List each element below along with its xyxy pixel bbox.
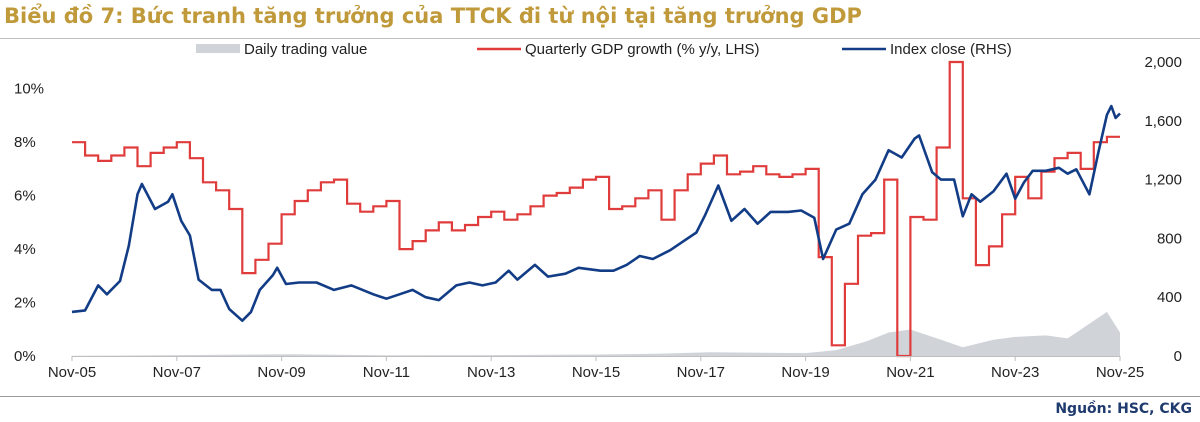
legend-label: Index close (RHS) bbox=[890, 41, 1012, 58]
chart-title: Biểu đồ 7: Bức tranh tăng trưởng của TTC… bbox=[4, 4, 862, 28]
x-tick-label: Nov-23 bbox=[991, 364, 1039, 381]
y-right-tick-label: 1,600 bbox=[1144, 113, 1182, 130]
x-tick-label: Nov-21 bbox=[886, 364, 934, 381]
x-tick-label: Nov-17 bbox=[677, 364, 725, 381]
x-tick-label: Nov-09 bbox=[257, 364, 305, 381]
series-daily-trading-value-area bbox=[72, 311, 1120, 356]
x-tick-label: Nov-13 bbox=[467, 364, 515, 381]
x-tick-label: Nov-15 bbox=[572, 364, 620, 381]
legend-label: Daily trading value bbox=[244, 41, 367, 58]
legend-swatch bbox=[196, 44, 240, 53]
y-right-tick-label: 400 bbox=[1157, 289, 1182, 306]
series-gdp-growth-line bbox=[72, 60, 1120, 358]
y-right-tick-label: 1,200 bbox=[1144, 172, 1182, 189]
x-tick-label: Nov-07 bbox=[153, 364, 201, 381]
y-right-tick-label: 0 bbox=[1174, 348, 1182, 365]
y-left-tick-label: 0% bbox=[14, 348, 36, 365]
x-tick-label: Nov-19 bbox=[781, 364, 829, 381]
legend-item: Quarterly GDP growth (% y/y, LHS) bbox=[477, 41, 760, 58]
x-tick-label: Nov-05 bbox=[48, 364, 96, 381]
legend: Daily trading value Quarterly GDP growth … bbox=[196, 41, 1012, 58]
volume-area-layer bbox=[72, 311, 1120, 356]
gdp-line-layer bbox=[72, 60, 1120, 358]
y-left-tick-label: 2% bbox=[14, 295, 36, 312]
series-index-close-line bbox=[71, 104, 1121, 322]
y-left-tick-label: 10% bbox=[14, 81, 44, 98]
x-tick-label: Nov-25 bbox=[1096, 364, 1144, 381]
source-note: Nguồn: HSC, CKG bbox=[1055, 401, 1192, 417]
axes: 0% 2% 4% 6% 8% 10% 0 400 800 1,200 1,600 2,000 Nov-0… bbox=[14, 54, 1182, 381]
x-tick-label: Nov-11 bbox=[363, 364, 410, 381]
y-right-tick-label: 800 bbox=[1157, 230, 1182, 247]
index-line-layer bbox=[71, 104, 1121, 322]
legend-item: Index close (RHS) bbox=[842, 41, 1012, 58]
legend-item: Daily trading value bbox=[196, 41, 367, 58]
y-left-tick-label: 6% bbox=[14, 188, 36, 205]
y-right-tick-label: 2,000 bbox=[1144, 54, 1182, 71]
y-left-tick-label: 4% bbox=[14, 241, 36, 258]
legend-label: Quarterly GDP growth (% y/y, LHS) bbox=[525, 41, 760, 58]
y-left-tick-label: 8% bbox=[14, 134, 36, 151]
